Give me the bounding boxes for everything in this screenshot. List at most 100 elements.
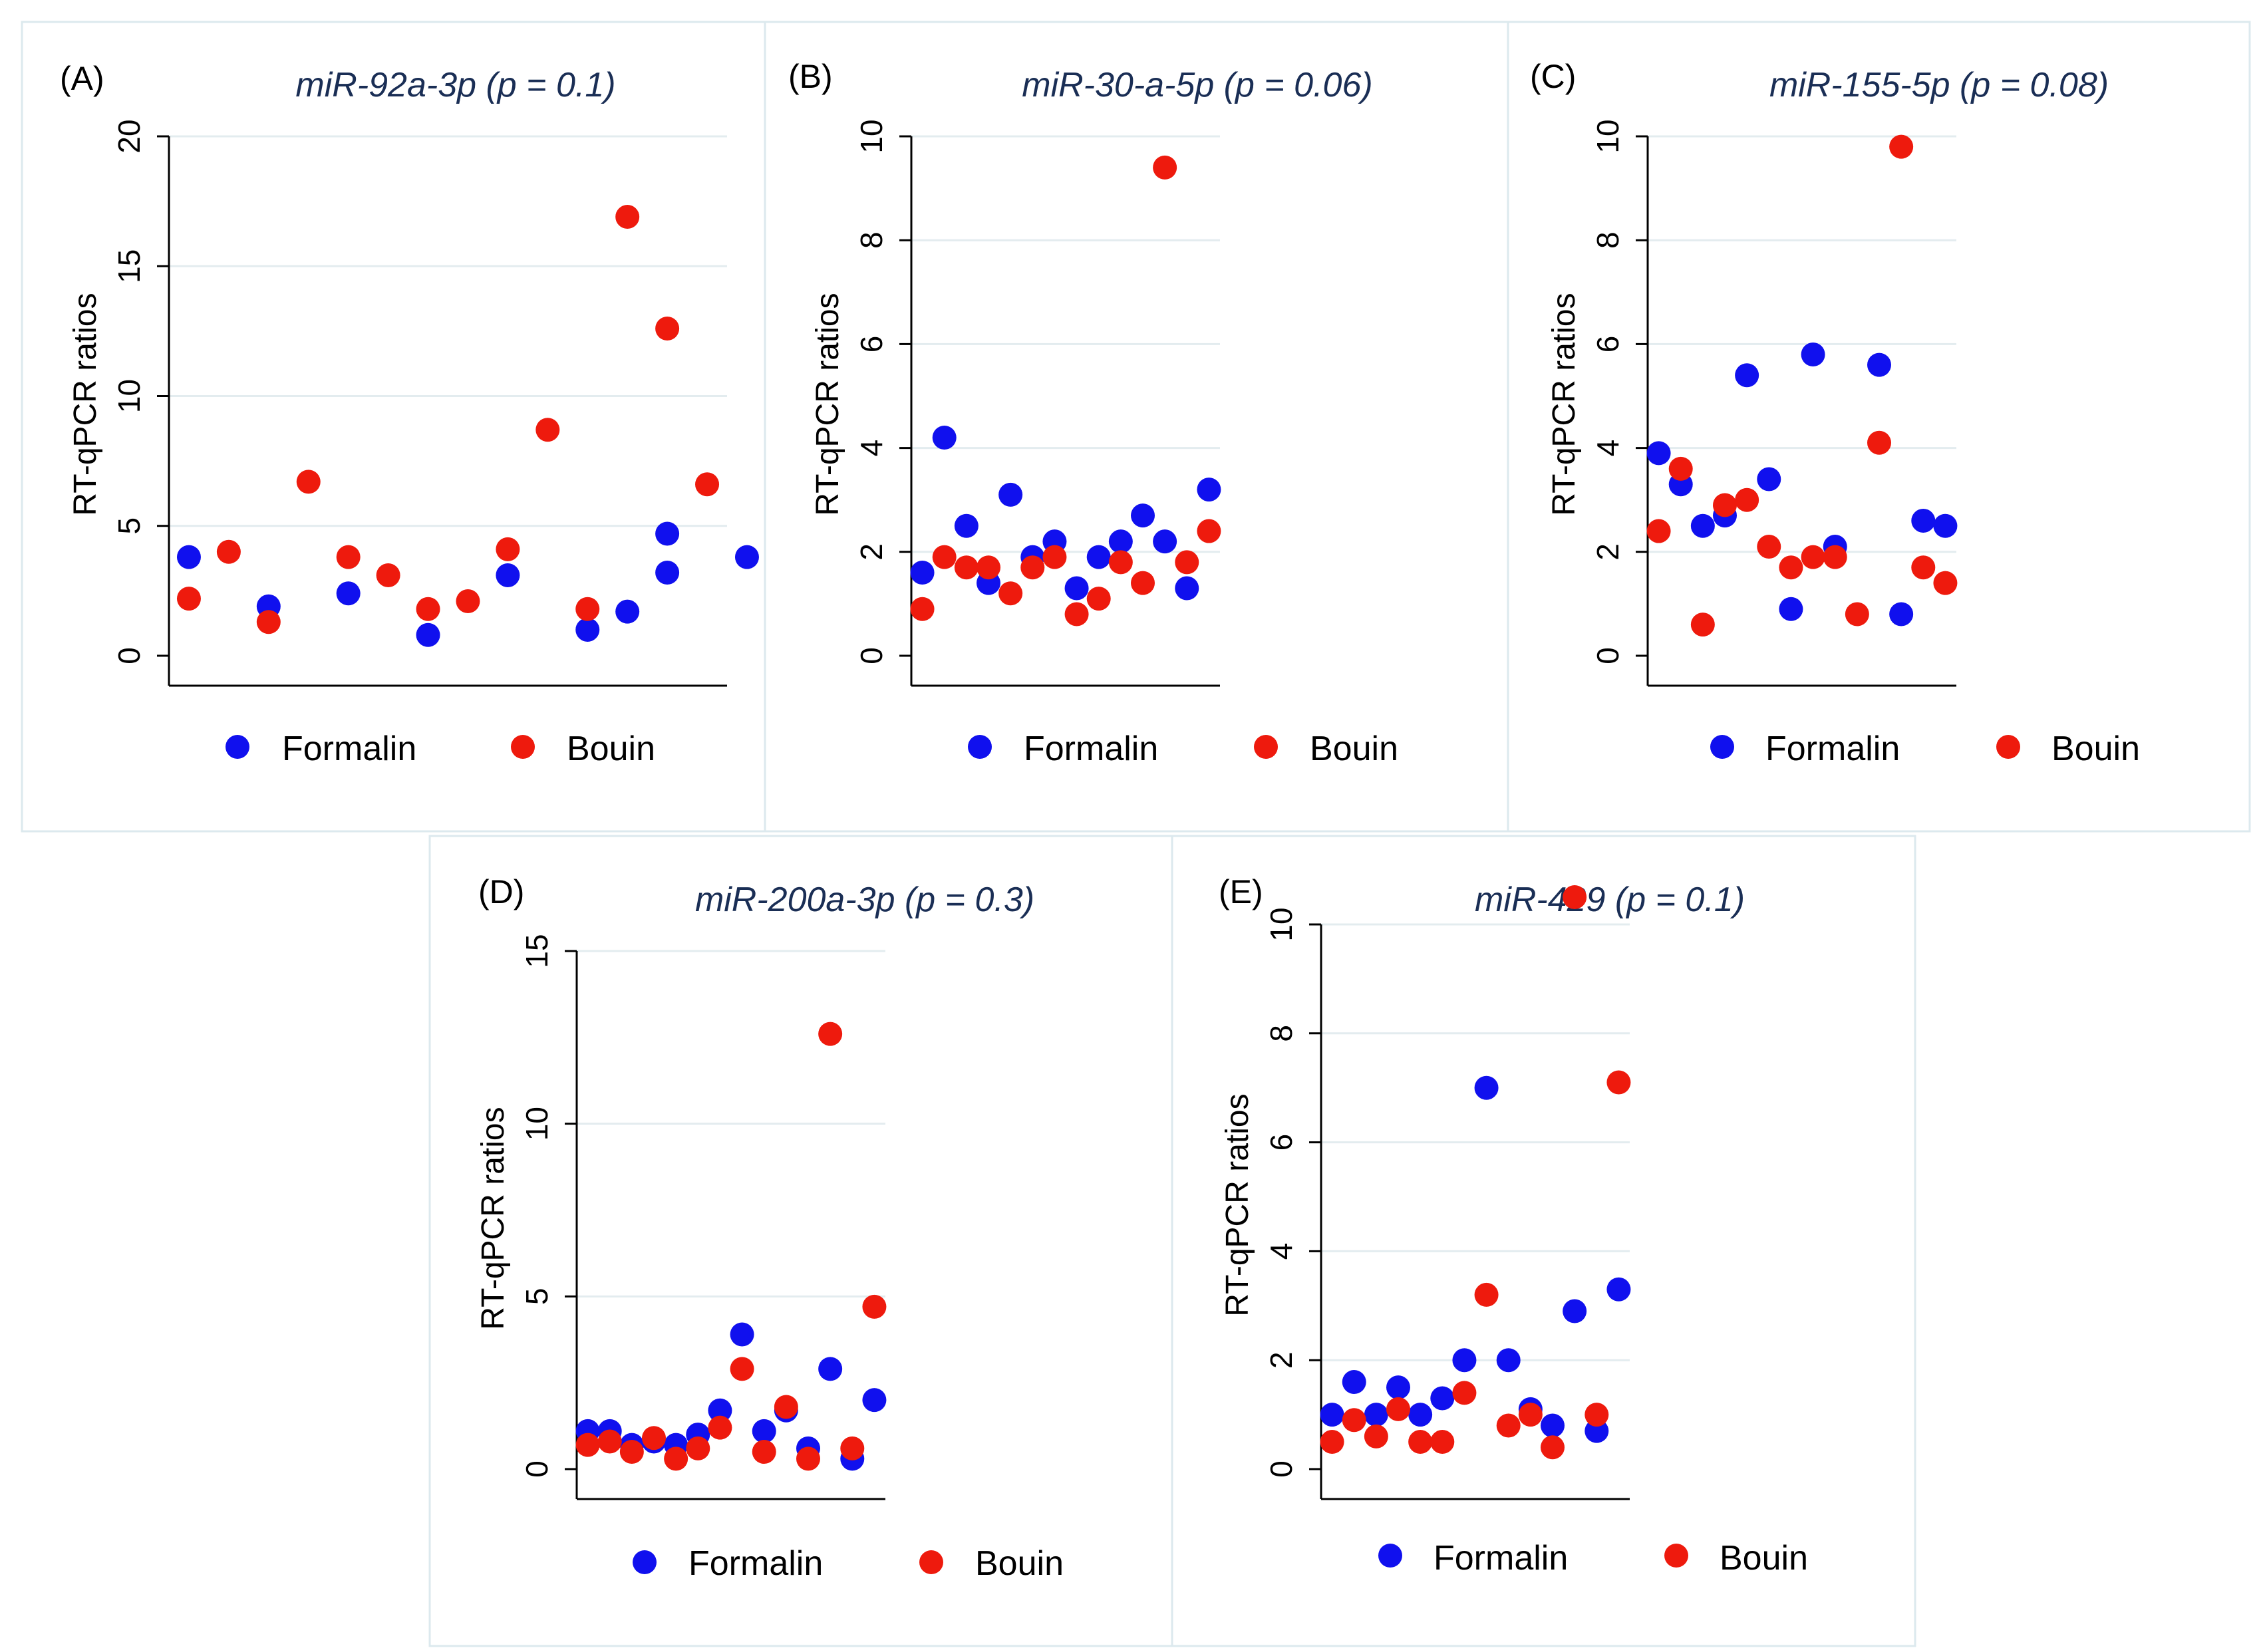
- data-point-bouin: [1518, 1403, 1543, 1427]
- data-point-bouin: [1020, 555, 1045, 580]
- data-point-formalin: [1197, 478, 1221, 502]
- data-point-bouin: [1585, 1403, 1609, 1427]
- data-point-formalin: [954, 513, 979, 538]
- data-point-bouin: [1911, 555, 1936, 580]
- data-point-formalin: [1108, 529, 1133, 554]
- data-point-bouin: [1889, 134, 1914, 159]
- y-tick-label: 10: [1590, 119, 1625, 153]
- legend-label-bouin: Bouin: [975, 1544, 1064, 1583]
- data-point-formalin: [1779, 597, 1803, 621]
- data-point-formalin: [1474, 1075, 1499, 1100]
- data-point-formalin: [615, 599, 640, 624]
- data-point-bouin: [862, 1294, 887, 1319]
- data-point-formalin: [655, 561, 680, 585]
- data-point-formalin: [1646, 441, 1671, 466]
- y-tick-label: 20: [112, 119, 146, 153]
- data-point-bouin: [256, 610, 281, 634]
- data-point-bouin: [456, 589, 480, 613]
- data-point-bouin: [1197, 519, 1221, 543]
- panel-label: (B): [788, 58, 833, 95]
- data-point-bouin: [1757, 534, 1781, 559]
- data-point-bouin: [296, 470, 321, 494]
- data-point-bouin: [910, 597, 935, 621]
- y-tick-label: 10: [520, 1107, 554, 1141]
- legend-label-bouin: Bouin: [567, 730, 655, 768]
- y-tick-label: 8: [1590, 231, 1625, 249]
- data-point-formalin: [1364, 1403, 1388, 1427]
- data-point-formalin: [1801, 343, 1825, 367]
- y-tick-label: 6: [1264, 1134, 1298, 1151]
- data-point-bouin: [1823, 545, 1847, 569]
- panel-title: miR-200a-3p (p = 0.3): [695, 881, 1034, 919]
- data-point-formalin: [176, 545, 201, 569]
- panel-d: 0 5 10 15 RT-qPCR ratios (D) miR-200a-3p (p = …: [428, 835, 1173, 1647]
- data-point-bouin: [575, 597, 600, 621]
- legend-label-formalin: Formalin: [1765, 730, 1900, 768]
- legend-label-formalin: Formalin: [1434, 1539, 1568, 1578]
- data-point-formalin: [1911, 508, 1936, 533]
- data-point-bouin: [496, 537, 520, 561]
- data-point-bouin: [1474, 1282, 1499, 1307]
- data-point-formalin: [1933, 513, 1958, 538]
- legend-marker-bouin: [1996, 735, 2020, 759]
- legend-label-bouin: Bouin: [1720, 1539, 1808, 1578]
- data-point-bouin: [1646, 519, 1671, 543]
- panel-label: (C): [1530, 58, 1576, 95]
- y-tick-label: 0: [520, 1460, 554, 1478]
- data-point-bouin: [1064, 602, 1089, 626]
- data-point-formalin: [1086, 545, 1111, 569]
- panel-title: miR-30-a-5p (p = 0.06): [1022, 66, 1372, 104]
- panel-frame: [21, 21, 766, 833]
- y-tick-label: 0: [1590, 647, 1625, 664]
- data-point-bouin: [1386, 1397, 1410, 1421]
- legend-label-bouin: Bouin: [2051, 730, 2140, 768]
- data-point-formalin: [1386, 1375, 1410, 1400]
- y-tick-label: 2: [1590, 543, 1625, 561]
- data-point-bouin: [664, 1446, 688, 1471]
- data-point-bouin: [774, 1395, 798, 1419]
- data-point-formalin: [1889, 602, 1914, 626]
- data-point-bouin: [1108, 550, 1133, 575]
- data-point-bouin: [695, 472, 720, 497]
- legend-marker-formalin: [226, 735, 249, 759]
- data-point-bouin: [1496, 1413, 1521, 1438]
- data-point-formalin: [818, 1357, 843, 1381]
- y-tick-label: 10: [112, 379, 146, 413]
- data-point-bouin: [932, 545, 957, 569]
- legend-marker-bouin: [919, 1550, 943, 1574]
- panel-title: miR-429 (p = 0.1): [1475, 881, 1745, 919]
- y-tick-label: 10: [854, 119, 889, 153]
- data-point-formalin: [1430, 1386, 1455, 1411]
- data-point-bouin: [1735, 487, 1759, 512]
- data-point-bouin: [615, 205, 640, 229]
- data-point-bouin: [1867, 430, 1891, 455]
- data-point-formalin: [1496, 1348, 1521, 1373]
- data-point-bouin: [1933, 571, 1958, 595]
- data-point-bouin: [1408, 1430, 1433, 1454]
- legend-marker-formalin: [633, 1550, 657, 1574]
- data-point-formalin: [1131, 503, 1155, 528]
- data-point-bouin: [998, 581, 1023, 606]
- y-tick-label: 8: [1264, 1025, 1298, 1042]
- y-tick-label: 2: [1264, 1351, 1298, 1369]
- data-point-formalin: [730, 1322, 754, 1347]
- data-point-bouin: [535, 418, 560, 442]
- data-point-bouin: [1086, 587, 1111, 611]
- legend-label-bouin: Bouin: [1310, 730, 1398, 768]
- y-tick-label: 0: [112, 647, 146, 664]
- y-axis-title: RT-qPCR ratios: [68, 293, 103, 515]
- data-point-bouin: [1845, 602, 1869, 626]
- legend-marker-formalin: [1378, 1544, 1402, 1568]
- y-tick-label: 5: [112, 517, 146, 535]
- y-axis-title: RT-qPCR ratios: [476, 1107, 511, 1329]
- data-point-formalin: [1175, 576, 1199, 601]
- data-point-formalin: [708, 1398, 732, 1423]
- legend-label-formalin: Formalin: [688, 1544, 823, 1583]
- panel-label: (A): [60, 60, 104, 97]
- y-axis-title: RT-qPCR ratios: [1220, 1093, 1255, 1316]
- data-point-bouin: [655, 316, 680, 341]
- data-point-bouin: [840, 1436, 865, 1460]
- legend-label-formalin: Formalin: [1024, 730, 1158, 768]
- data-point-bouin: [1668, 456, 1693, 481]
